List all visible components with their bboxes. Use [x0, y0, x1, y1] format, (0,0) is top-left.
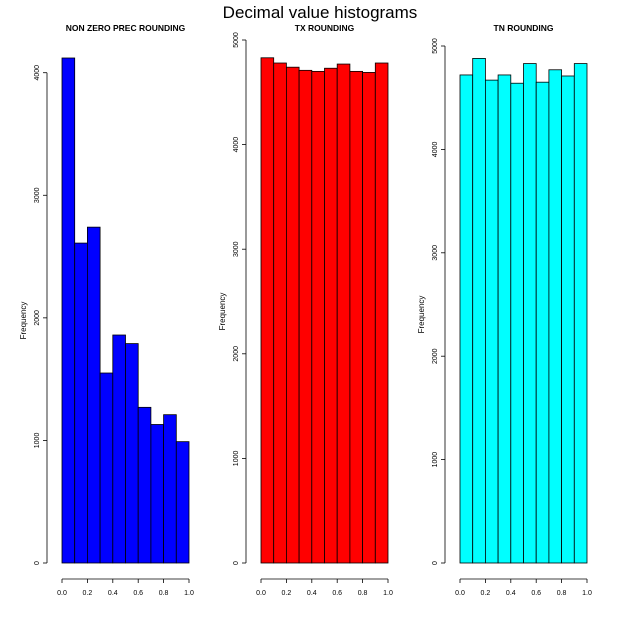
y-tick-label: 1000 [34, 433, 41, 449]
histogram-bar [497, 74, 512, 564]
y-tick-label: 4000 [432, 142, 439, 158]
histogram-bar [99, 372, 114, 564]
y-axis-label: Frequency [218, 293, 227, 331]
y-tick-label: 1000 [233, 451, 240, 467]
y-tick-label: 2000 [432, 348, 439, 364]
histogram-bar [298, 69, 313, 564]
x-tick-label: 0.0 [455, 590, 465, 597]
histogram-bar [362, 72, 376, 564]
histogram-bar [336, 63, 351, 564]
histogram-bar [324, 67, 338, 564]
histogram-bar [163, 414, 177, 564]
y-tick-label: 3000 [432, 245, 439, 261]
x-tick-label: 0.2 [481, 590, 491, 597]
x-tick-label: 0.0 [256, 590, 266, 597]
figure-title: Decimal value histograms [222, 3, 418, 22]
x-tick-label: 1.0 [383, 590, 393, 597]
x-tick-label: 0.4 [108, 590, 118, 597]
histogram-bar [175, 441, 190, 564]
x-tick-label: 0.4 [506, 590, 516, 597]
y-tick-label: 5000 [432, 38, 439, 54]
histogram-bar [535, 81, 550, 564]
x-tick-label: 0.8 [159, 590, 169, 597]
y-tick-label: 2000 [233, 346, 240, 362]
y-tick-label: 3000 [34, 187, 41, 203]
histogram-bar [374, 62, 389, 564]
x-tick-label: 0.8 [358, 590, 368, 597]
x-tick-label: 1.0 [184, 590, 194, 597]
histogram-bar [561, 75, 575, 564]
panel-title: TX ROUNDING [295, 23, 355, 33]
y-tick-label: 0 [233, 561, 240, 565]
histogram-bar [150, 424, 164, 564]
histogram-bar [87, 226, 101, 564]
histogram-bar [484, 79, 499, 564]
histogram-bar [125, 343, 139, 564]
histogram-panel-1: NON ZERO PREC ROUNDING 0.0 0.2 0.4 0.6 0.8 1.0… [19, 23, 194, 597]
histogram-bar [573, 63, 588, 564]
y-tick-label: 3000 [233, 241, 240, 257]
x-tick-label: 1.0 [582, 590, 592, 597]
y-tick-label: 0 [34, 561, 41, 565]
histogram-bar [285, 66, 300, 564]
y-tick-label: 2000 [34, 310, 41, 326]
y-axis-label: Frequency [19, 302, 28, 340]
x-tick-label: 0.6 [332, 590, 342, 597]
histogram-bar [137, 406, 152, 564]
x-tick-label: 0.6 [531, 590, 541, 597]
x-tick-label: 0.2 [282, 590, 292, 597]
x-tick-label: 0.8 [557, 590, 567, 597]
histogram-bar [349, 70, 363, 564]
histogram-bar [260, 57, 275, 564]
histogram-bar [459, 74, 474, 564]
x-tick-label: 0.6 [133, 590, 143, 597]
y-tick-label: 0 [432, 561, 439, 565]
y-tick-label: 1000 [432, 452, 439, 468]
histogram-bar [112, 334, 126, 564]
panel-title: NON ZERO PREC ROUNDING [66, 23, 186, 33]
y-tick-label: 4000 [233, 137, 240, 153]
histogram-bar [74, 242, 88, 564]
histogram-bar [311, 70, 325, 564]
histogram-bar [510, 82, 524, 564]
histogram-bar [273, 62, 287, 564]
y-axis-label: Frequency [417, 296, 426, 334]
y-tick-label: 4000 [34, 65, 41, 81]
panel-title: TN ROUNDING [494, 23, 554, 33]
histogram-panel-3: TN ROUNDING 0.0 0.2 0.4 0.6 0.8 1.0 0 1000 2000 30… [417, 23, 592, 597]
histogram-panel-2: TX ROUNDING 0.0 0.2 0.4 0.6 0.8 1.0 0 1000 2000 30… [218, 23, 393, 597]
histogram-bar [548, 69, 563, 564]
histogram-bar [472, 58, 486, 564]
histogram-bar [523, 63, 537, 564]
x-tick-label: 0.0 [57, 590, 67, 597]
x-tick-label: 0.2 [83, 590, 93, 597]
x-tick-label: 0.4 [307, 590, 317, 597]
y-tick-label: 5000 [233, 32, 240, 48]
histogram-bar [61, 57, 76, 564]
